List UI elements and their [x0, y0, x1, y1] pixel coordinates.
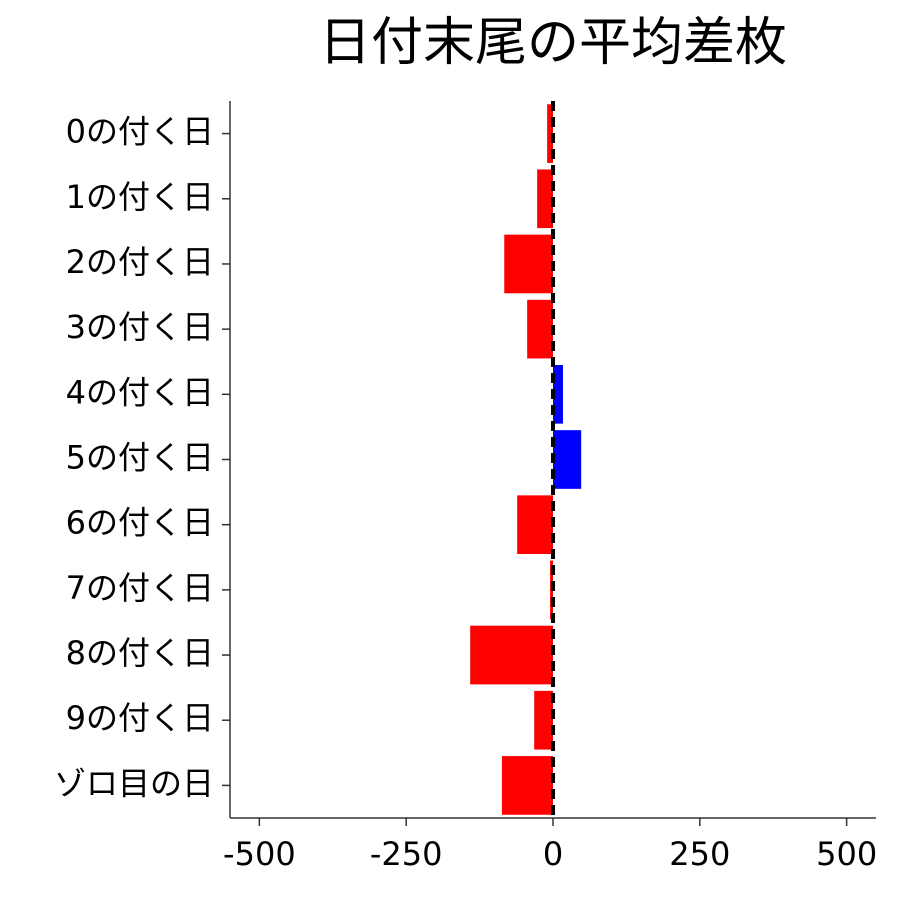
bar	[534, 690, 553, 750]
bar	[527, 299, 553, 359]
bar	[517, 495, 553, 555]
y-tick-label: 4の付く日	[66, 373, 214, 411]
y-tick-label: 0の付く日	[66, 113, 214, 151]
bar	[553, 430, 582, 489]
y-tick-label: 1の付く日	[66, 178, 214, 216]
y-tick-label: 8の付く日	[66, 634, 214, 672]
y-tick-label: 9の付く日	[66, 699, 214, 737]
y-tick-label: 2の付く日	[66, 243, 214, 281]
x-tick-label: -250	[370, 835, 443, 873]
chart-title: 日付末尾の平均差枚	[319, 13, 787, 73]
bar	[553, 364, 563, 424]
bar	[504, 234, 553, 294]
bar	[501, 756, 553, 815]
y-tick-label: 7の付く日	[66, 569, 214, 607]
bar	[547, 104, 553, 163]
bar	[470, 625, 553, 685]
bar	[537, 169, 553, 229]
x-tick-label: 500	[816, 835, 877, 873]
y-tick-label: 5の付く日	[66, 439, 214, 477]
x-tick-label: 0	[543, 835, 563, 873]
y-tick-label: ゾロ目の日	[54, 764, 214, 802]
y-tick-label: 3の付く日	[66, 308, 214, 346]
x-tick-label: 250	[669, 835, 730, 873]
y-tick-label: 6の付く日	[66, 504, 214, 542]
x-tick-label: -500	[223, 835, 296, 873]
